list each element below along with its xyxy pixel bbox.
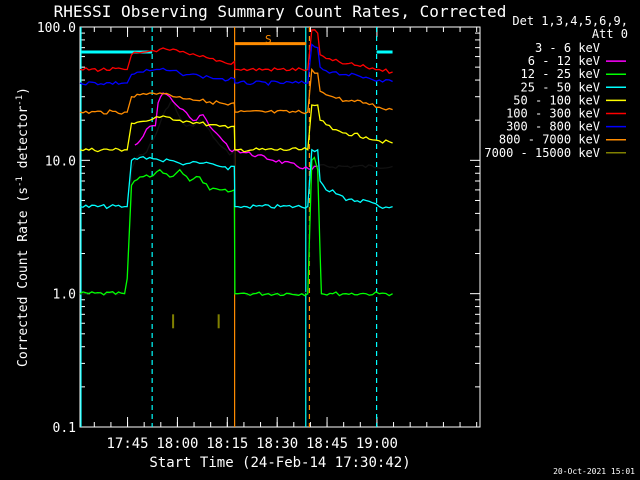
y-tick-label: 100.0 bbox=[37, 21, 76, 36]
series-line bbox=[79, 67, 393, 115]
series-line bbox=[79, 43, 393, 86]
x-tick-label: 18:30 bbox=[256, 436, 298, 452]
x-tick-label: 18:15 bbox=[206, 436, 248, 452]
x-axis-label: Start Time (24-Feb-14 17:30:42) bbox=[149, 455, 410, 471]
legend-label: 800 - 7000 keV bbox=[499, 133, 600, 147]
series-line bbox=[79, 29, 393, 74]
series-line bbox=[79, 156, 393, 297]
legend-label: 50 - 100 keV bbox=[513, 93, 600, 107]
y-axis-label-sup2: -1 bbox=[15, 95, 25, 106]
legend-header-line1: Det 1,3,4,5,6,9, bbox=[512, 14, 628, 28]
x-tick-label: 17:45 bbox=[106, 436, 148, 452]
y-axis-label-main: Corrected Count Rate (s bbox=[16, 187, 31, 367]
legend-label: 100 - 300 keV bbox=[506, 107, 600, 121]
y-axis-label-mid: detector bbox=[16, 106, 31, 177]
y-axis-label-sup1: -1 bbox=[15, 176, 25, 187]
plot-border bbox=[79, 26, 481, 428]
legend-label: 12 - 25 keV bbox=[521, 67, 600, 81]
y-axis-label-end: ) bbox=[16, 87, 31, 95]
series-group bbox=[79, 29, 393, 329]
series-line bbox=[79, 104, 393, 153]
x-tick-label: 18:45 bbox=[306, 436, 348, 452]
legend-label: 7000 - 15000 keV bbox=[484, 146, 600, 160]
x-tick-label: 18:00 bbox=[156, 436, 198, 452]
chart-title: RHESSI Observing Summary Count Rates, Co… bbox=[54, 2, 507, 21]
series-line bbox=[134, 92, 318, 171]
series-line bbox=[79, 99, 393, 297]
y-axis-ticks: 0.1 1.0 10.0 100.0 bbox=[37, 21, 480, 436]
series-line bbox=[79, 148, 393, 210]
vertical-markers bbox=[80, 27, 393, 427]
y-tick-label: 0.1 bbox=[53, 421, 76, 436]
footer-date: 20-Oct-2021 15:01 bbox=[553, 467, 635, 476]
y-axis-label: Corrected Count Rate (s-1 detector-1) bbox=[15, 87, 31, 367]
x-tick-label: 19:00 bbox=[356, 436, 398, 452]
legend-header-line2: Att 0 bbox=[592, 27, 628, 41]
legend-label: 3 - 6 keV bbox=[535, 41, 600, 55]
legend-label: 25 - 50 keV bbox=[521, 80, 600, 94]
legend-label: 6 - 12 keV bbox=[528, 54, 600, 68]
plot-frame bbox=[79, 26, 481, 428]
legend-label: 300 - 800 keV bbox=[506, 120, 600, 134]
y-tick-label: 10.0 bbox=[45, 154, 76, 169]
s-marker-label: S bbox=[265, 33, 272, 46]
y-tick-label: 1.0 bbox=[53, 288, 76, 303]
